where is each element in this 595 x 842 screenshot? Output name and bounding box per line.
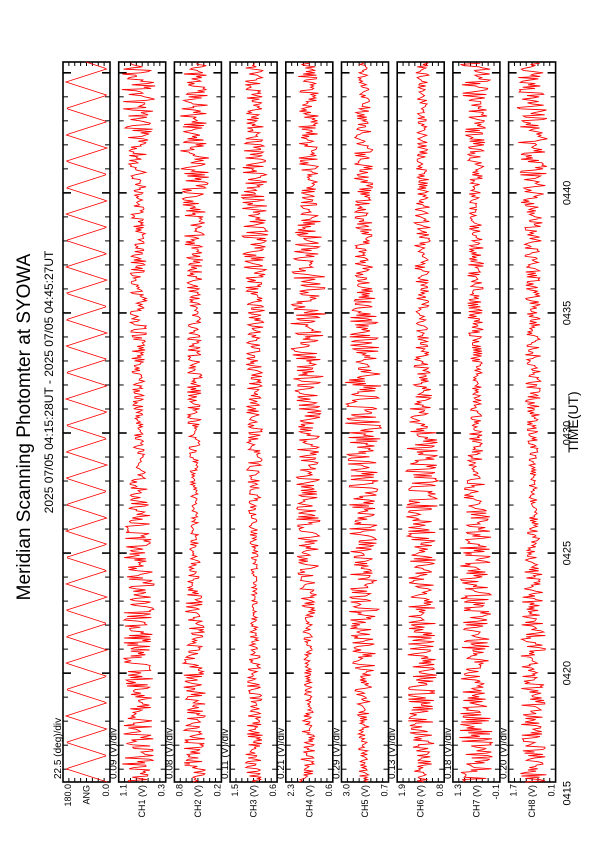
- series-line: [64, 61, 109, 783]
- panel-y-label: CH3 (V): [249, 785, 259, 818]
- panel-frame: [117, 61, 167, 783]
- panel-y-label: CH5 (V): [360, 785, 370, 818]
- x-tick-label: 0440: [562, 181, 574, 205]
- panel-y-label: CH1 (V): [137, 785, 147, 818]
- series-line: [516, 62, 548, 783]
- panel-y-label: CH8 (V): [527, 785, 537, 818]
- panel-scale-label: 22.5 (deg)/div: [53, 718, 64, 779]
- panel-y-min: 0.0: [101, 784, 111, 797]
- panel-y-max: 3.0: [342, 784, 352, 797]
- panel-y-max: 1.7: [509, 784, 519, 797]
- chart-title: Meridian Scanning Photomter at SYOWA: [14, 253, 35, 600]
- series-line: [459, 62, 493, 783]
- panels: 180.0 0.0 ANG 22.5 (deg)/div 1.1 0.3 CH1 (V) 0.…: [53, 61, 557, 818]
- panel-4: 1.5 0.6 CH3 (V) 0.11 (V)/div: [220, 61, 278, 818]
- series-line: [121, 62, 156, 783]
- panel-scale-label: 0.08 (V)/div: [164, 728, 175, 779]
- panel-y-label: CH4 (V): [304, 785, 314, 818]
- panel-y-label: CH7 (V): [471, 785, 481, 818]
- panel-frame: [396, 61, 446, 783]
- panel-scale-label: 0.18 (V)/div: [443, 728, 454, 779]
- series-line: [344, 62, 383, 783]
- x-axis: 0415 0420 0425 0430 0435 0440: [562, 181, 574, 806]
- panel-y-min: 0.2: [212, 784, 222, 797]
- series-line: [180, 63, 209, 783]
- panel-y-min: 0.7: [380, 784, 390, 797]
- panel-y-max: 1.5: [230, 784, 240, 797]
- x-tick-label: 0415: [562, 781, 574, 805]
- panel-y-max: 1.3: [453, 784, 463, 797]
- panel-scale-label: 0.21 (V)/div: [276, 728, 287, 779]
- panel-y-min: 0.3: [157, 784, 167, 797]
- panel-2: 1.1 0.3 CH1 (V) 0.09 (V)/div: [109, 61, 167, 818]
- panel-y-label: CH6 (V): [416, 785, 426, 818]
- panel-y-min: -0.1: [491, 784, 501, 800]
- panel-scale-label: 0.11 (V)/div: [220, 729, 231, 779]
- panel-y-min: 0.8: [435, 784, 445, 797]
- panel-5: 2.3 0.6 CH4 (V) 0.21 (V)/div: [276, 61, 334, 818]
- panel-frame: [62, 61, 111, 783]
- x-tick-label: 0430: [562, 421, 574, 445]
- panel-3: 0.8 0.2 CH2 (V) 0.08 (V)/div: [164, 61, 222, 818]
- panel-y-max: 0.8: [174, 784, 184, 797]
- panel-y-max: 1.1: [119, 784, 129, 797]
- panel-scale-label: 0.20 (V)/div: [499, 728, 510, 779]
- x-tick-label: 0420: [562, 661, 574, 685]
- panel-y-label: CH2 (V): [193, 785, 203, 818]
- panel-y-min: 0.1: [547, 784, 557, 797]
- panel-9: 1.7 0.1 CH8 (V) 0.20 (V)/div: [499, 61, 557, 818]
- series-line: [404, 62, 440, 783]
- panel-scale-label: 0.09 (V)/div: [109, 728, 120, 779]
- panel-y-max: 180.0: [63, 784, 73, 807]
- series-line: [240, 63, 269, 783]
- time-range: 2025 07/05 04:15:28UT - 2025 07/05 04:45…: [42, 250, 56, 513]
- panel-y-label: ANG: [82, 785, 92, 805]
- panel-scale-label: 0.29 (V)/div: [332, 728, 343, 779]
- x-tick-label: 0435: [562, 301, 574, 325]
- panel-1: 180.0 0.0 ANG 22.5 (deg)/div: [53, 61, 111, 807]
- panel-scale-label: 0.13 (V)/div: [387, 728, 398, 779]
- x-axis-label: TIME(UT): [565, 391, 581, 452]
- panel-y-max: 1.9: [397, 784, 407, 797]
- panel-7: 1.9 0.8 CH6 (V) 0.13 (V)/div: [387, 61, 446, 818]
- panel-y-max: 2.3: [286, 784, 296, 797]
- panel-y-min: 0.6: [268, 784, 278, 797]
- series-line: [290, 62, 326, 783]
- panel-8: 1.3 -0.1 CH7 (V) 0.18 (V)/div: [443, 61, 501, 818]
- panel-y-min: 0.6: [324, 784, 334, 797]
- panel-6: 3.0 0.7 CH5 (V) 0.29 (V)/div: [332, 61, 390, 818]
- x-tick-label: 0425: [562, 541, 574, 565]
